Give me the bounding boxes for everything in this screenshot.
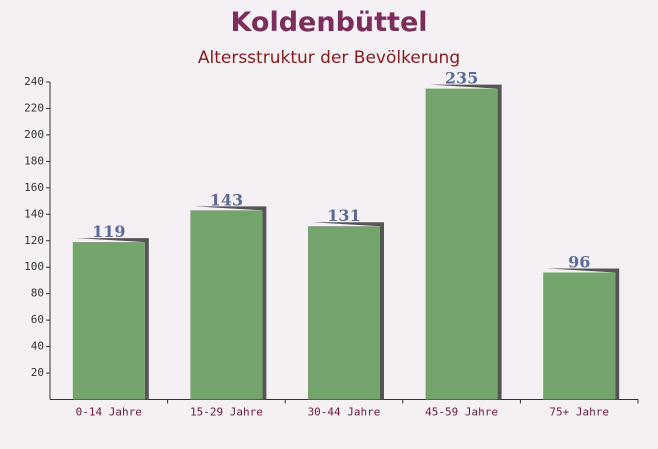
value-label: 143	[210, 190, 243, 209]
y-tick-label: 100	[24, 260, 44, 273]
chart-title: Koldenbüttel	[230, 7, 427, 38]
y-tick-label: 240	[24, 75, 44, 88]
y-tick-label: 220	[24, 101, 44, 114]
bar	[543, 272, 616, 400]
y-tick-label: 80	[31, 287, 44, 300]
value-label: 96	[568, 253, 590, 272]
value-label: 119	[92, 222, 125, 241]
y-tick-label: 200	[24, 128, 44, 141]
y-tick-label: 120	[24, 234, 44, 247]
y-tick-label: 60	[31, 313, 44, 326]
y-tick-label: 140	[24, 207, 44, 220]
bar	[308, 226, 380, 400]
x-tick-label: 75+ Jahre	[549, 406, 609, 419]
bar	[72, 242, 145, 400]
x-tick-label: 30-44 Jahre	[308, 406, 381, 419]
y-tick-label: 180	[24, 154, 44, 167]
y-tick-label: 20	[31, 366, 44, 379]
y-tick-label: 160	[24, 181, 44, 194]
bar	[190, 210, 263, 400]
value-label: 131	[327, 206, 360, 225]
y-tick-label: 40	[31, 340, 44, 353]
x-tick-label: 15-29 Jahre	[190, 406, 263, 419]
value-label: 235	[445, 69, 478, 88]
bar	[425, 88, 498, 400]
x-tick-label: 0-14 Jahre	[76, 406, 142, 419]
chart-subtitle: Altersstruktur der Bevölkerung	[198, 48, 460, 68]
x-tick-label: 45-59 Jahre	[425, 406, 498, 419]
